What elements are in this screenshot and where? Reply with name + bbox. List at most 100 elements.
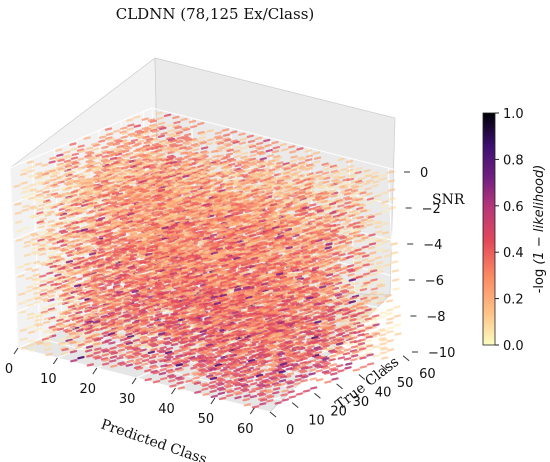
data-point bbox=[373, 238, 382, 242]
data-point bbox=[339, 289, 348, 293]
data-point bbox=[350, 336, 358, 340]
data-point bbox=[132, 152, 140, 157]
data-point bbox=[155, 154, 164, 158]
data-point bbox=[333, 301, 341, 305]
data-point bbox=[246, 134, 254, 138]
data-point bbox=[296, 189, 304, 194]
data-point bbox=[394, 332, 402, 336]
data-point bbox=[197, 131, 205, 135]
data-point bbox=[152, 129, 160, 134]
data-point bbox=[232, 183, 241, 187]
data-point bbox=[355, 319, 364, 323]
data-point bbox=[318, 311, 326, 315]
data-point bbox=[386, 348, 395, 352]
data-point bbox=[334, 275, 342, 279]
data-point bbox=[291, 194, 299, 198]
data-point bbox=[285, 245, 293, 250]
data-point bbox=[285, 168, 293, 172]
data-point bbox=[365, 348, 373, 352]
data-point bbox=[190, 143, 199, 147]
data-point bbox=[334, 293, 343, 297]
data-point bbox=[180, 126, 189, 131]
data-point bbox=[334, 197, 342, 202]
data-point bbox=[172, 149, 180, 153]
data-point bbox=[291, 368, 300, 372]
data-point bbox=[321, 308, 329, 312]
data-point bbox=[335, 346, 343, 350]
data-point bbox=[222, 133, 231, 137]
data-point bbox=[343, 205, 351, 209]
data-point bbox=[294, 253, 303, 257]
data-point bbox=[295, 184, 303, 189]
data-point bbox=[379, 177, 387, 181]
data-point bbox=[322, 366, 330, 370]
data-point bbox=[223, 142, 231, 146]
data-point bbox=[160, 165, 168, 169]
grid-line bbox=[9, 167, 19, 349]
data-point bbox=[333, 257, 341, 261]
data-point bbox=[239, 184, 247, 188]
data-point bbox=[258, 185, 266, 189]
data-point bbox=[297, 338, 306, 342]
data-point bbox=[308, 272, 316, 277]
data-point bbox=[301, 198, 309, 202]
data-point bbox=[318, 189, 326, 194]
data-point bbox=[324, 246, 332, 250]
data-point bbox=[217, 141, 225, 145]
data-point bbox=[296, 147, 304, 151]
data-point bbox=[305, 188, 313, 192]
data-point bbox=[77, 144, 85, 148]
data-point bbox=[244, 158, 252, 162]
data-point bbox=[227, 287, 235, 292]
data-point bbox=[339, 167, 348, 172]
data-point bbox=[333, 310, 341, 314]
data-point bbox=[303, 186, 311, 191]
data-point bbox=[300, 167, 309, 171]
data-point bbox=[232, 140, 240, 144]
data-point bbox=[338, 209, 346, 213]
data-point bbox=[318, 176, 326, 181]
data-point bbox=[322, 192, 330, 196]
data-point bbox=[384, 263, 392, 267]
data-point bbox=[110, 152, 119, 157]
data-point bbox=[338, 305, 347, 310]
data-point bbox=[271, 140, 279, 145]
data-point bbox=[254, 170, 263, 174]
data-point bbox=[280, 181, 289, 186]
data-point bbox=[269, 164, 277, 168]
data-point bbox=[374, 225, 382, 229]
data-point bbox=[358, 195, 366, 199]
data-point bbox=[224, 172, 232, 176]
data-point bbox=[345, 237, 354, 241]
data-point bbox=[291, 173, 299, 177]
data-point bbox=[263, 138, 271, 143]
data-point bbox=[341, 182, 349, 186]
data-point bbox=[149, 119, 158, 124]
data-point bbox=[310, 174, 318, 179]
data-point bbox=[343, 348, 351, 352]
data-point bbox=[290, 188, 298, 193]
data-point bbox=[355, 266, 363, 270]
data-point bbox=[363, 281, 371, 285]
data-point bbox=[258, 152, 266, 156]
data-point bbox=[377, 297, 385, 301]
data-point bbox=[206, 162, 214, 167]
data-point bbox=[255, 175, 264, 179]
data-point bbox=[302, 181, 310, 186]
data-point bbox=[356, 206, 364, 211]
data-point bbox=[351, 354, 359, 358]
data-point bbox=[384, 294, 392, 298]
data-point bbox=[364, 187, 372, 191]
data-point bbox=[362, 316, 371, 320]
data-point bbox=[308, 263, 316, 268]
data-point bbox=[221, 128, 230, 132]
data-point bbox=[105, 132, 114, 136]
data-point bbox=[315, 217, 323, 221]
data-point bbox=[363, 169, 371, 173]
data-point bbox=[315, 170, 323, 174]
data-point bbox=[280, 194, 288, 198]
data-point bbox=[312, 151, 321, 155]
data-point bbox=[256, 150, 264, 155]
data-point bbox=[359, 356, 367, 360]
data-point bbox=[287, 290, 295, 295]
